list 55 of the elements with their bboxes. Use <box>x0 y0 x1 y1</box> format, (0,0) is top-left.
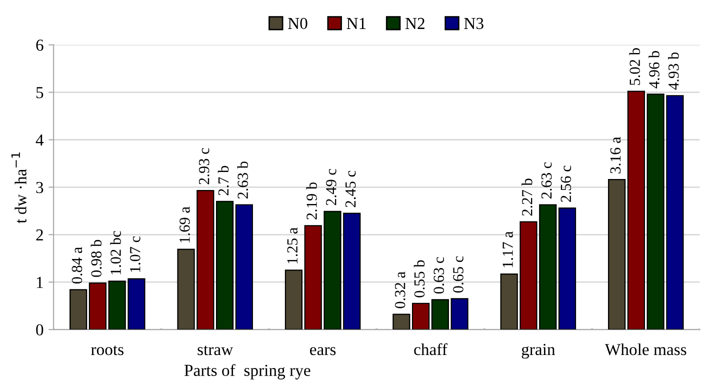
bar <box>450 298 468 330</box>
x-tick-label: Whole mass <box>604 343 686 356</box>
bar <box>627 90 645 330</box>
bar <box>431 299 449 330</box>
data-label: 2.63 c <box>541 162 552 199</box>
data-label: 1.69 a <box>180 206 190 242</box>
data-label: 0.84 a <box>72 247 82 284</box>
y-tick-label: 4 <box>36 134 44 146</box>
bar <box>392 314 410 330</box>
bar <box>608 179 626 330</box>
data-label: 0.98 b <box>90 240 102 277</box>
data-label: 2.7 b <box>218 166 229 196</box>
bar <box>216 200 234 330</box>
data-label: 2.45 c <box>345 170 356 208</box>
data-label: 4.93 b <box>668 52 679 90</box>
x-tick-label: ears <box>310 347 336 356</box>
bar <box>235 204 253 330</box>
x-tick-label: chaff <box>414 343 448 356</box>
legend-label: N0 <box>288 18 308 30</box>
x-tick-label: straw <box>198 346 234 356</box>
x-tick-label: roots <box>91 346 124 356</box>
legend-label: N3 <box>464 18 484 30</box>
data-label: 1.17 a <box>502 231 513 268</box>
data-label: 0.65 c <box>453 256 464 293</box>
y-tick-label: 6 <box>36 40 44 51</box>
legend-label: N1 <box>346 18 366 29</box>
data-label: 2.19 b <box>306 182 317 220</box>
bar <box>70 289 88 330</box>
y-tick-label: 3 <box>36 182 44 194</box>
y-tick-label: 0 <box>36 324 44 336</box>
x-tick-label: grain <box>522 344 556 359</box>
y-axis-title: t dw ·ha$^{−1}$ <box>11 152 26 224</box>
x-axis-title: Parts of spring rye <box>184 364 310 380</box>
data-label: 0.55 b <box>414 260 425 298</box>
data-label: 2.27 b <box>522 178 532 216</box>
y-tick-label: 1 <box>36 276 43 288</box>
bar <box>88 282 106 330</box>
data-label: 2.93 c <box>198 148 210 184</box>
data-label: 2.56 c <box>560 166 572 202</box>
data-label: 3.16 a <box>610 136 621 174</box>
data-label: 2.49 c <box>326 168 336 206</box>
y-tick-label: 5 <box>36 87 44 98</box>
data-label: 1.07 c <box>130 236 140 272</box>
legend-label: N2 <box>405 18 424 29</box>
data-label: 1.25 a <box>287 228 298 264</box>
bar <box>558 208 576 330</box>
data-label: 5.02 b <box>629 48 640 85</box>
bar <box>412 302 430 330</box>
data-label: 0.32 a <box>394 272 406 308</box>
data-label: 1.02 bc <box>110 231 121 274</box>
bar <box>284 270 303 330</box>
y-tick-label: 2 <box>36 229 43 240</box>
data-label: 0.63 c <box>434 257 444 294</box>
data-label: 4.96 b <box>648 51 660 88</box>
data-label: 2.63 b <box>237 162 248 199</box>
